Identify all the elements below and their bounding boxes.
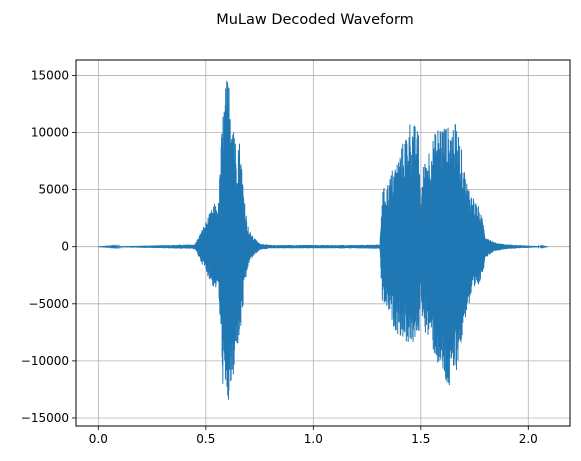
- y-tick-label: 10000: [31, 126, 69, 140]
- y-tick-label: 5000: [38, 183, 69, 197]
- y-tick-label: −10000: [21, 354, 69, 368]
- y-tick-label: −15000: [21, 411, 69, 425]
- x-tick-label: 2.0: [519, 432, 538, 446]
- x-tick-label: 0.5: [196, 432, 215, 446]
- chart-title: MuLaw Decoded Waveform: [216, 12, 414, 28]
- y-tick-label: 0: [61, 240, 69, 254]
- x-tick-label: 1.0: [304, 432, 323, 446]
- x-tick-label: 0.0: [89, 432, 108, 446]
- y-tick-label: −5000: [28, 297, 69, 311]
- axis-ticks: 0.0 0.5 1.0 1.5 2.0 −15000 −10000 −5000 0 5000 100…: [21, 68, 538, 446]
- x-tick-label: 1.5: [411, 432, 430, 446]
- axes-frame: [75, 59, 571, 427]
- plot-area: [98, 80, 548, 400]
- y-tick-label: 15000: [31, 68, 69, 82]
- waveform-series-line: [98, 80, 548, 400]
